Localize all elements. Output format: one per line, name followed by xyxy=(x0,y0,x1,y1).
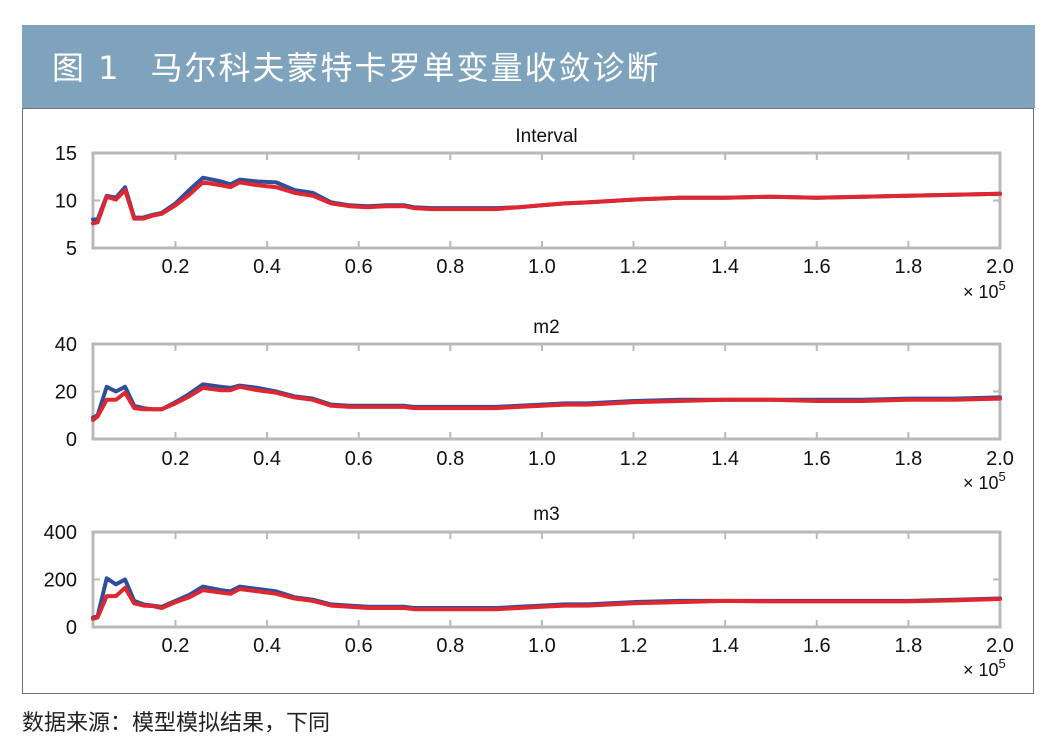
x-multiplier-label: × 105 xyxy=(963,469,1006,493)
y-tick-label: 200 xyxy=(44,570,77,592)
y-tick-label: 0 xyxy=(66,617,77,639)
y-tick-label: 400 xyxy=(44,522,77,544)
figure-banner: 图 1 马尔科夫蒙特卡罗单变量收敛诊断 xyxy=(22,25,1035,108)
y-tick-label: 5 xyxy=(66,238,77,260)
chart-frame xyxy=(22,108,1034,694)
x-tick-label: 1.8 xyxy=(894,448,922,470)
x-tick-label: 2.0 xyxy=(986,635,1014,657)
x-multiplier-label: × 105 xyxy=(963,656,1006,680)
y-tick-label: 15 xyxy=(55,143,77,165)
x-multiplier-exponent: 5 xyxy=(999,278,1006,293)
x-tick-label: 1.0 xyxy=(528,448,556,470)
x-tick-label: 0.4 xyxy=(253,635,281,657)
x-tick-label: 0.2 xyxy=(162,256,190,278)
x-tick-label: 0.4 xyxy=(253,448,281,470)
x-tick-label: 1.6 xyxy=(803,635,831,657)
x-tick-label: 1.8 xyxy=(894,256,922,278)
x-tick-label: 1.4 xyxy=(711,448,739,470)
chart-panel-m2: m2 0.2 0.4 0.6 0.8 1.0 1.2 1.4 1.6 1.8 2.0 0 20 40 × 1… xyxy=(55,317,1014,493)
x-tick-label: 0.8 xyxy=(436,635,464,657)
x-tick-label: 1.0 xyxy=(528,256,556,278)
figure-number: 图 1 xyxy=(52,49,121,87)
x-tick-label: 2.0 xyxy=(986,256,1014,278)
chart-title: Interval xyxy=(515,126,577,147)
series-line-red xyxy=(91,384,1002,422)
series-line-blue xyxy=(91,576,1002,620)
x-tick-label: 1.2 xyxy=(620,448,648,470)
figure-heading: 图 1 马尔科夫蒙特卡罗单变量收敛诊断 xyxy=(52,43,661,89)
plot-area-border xyxy=(91,151,1002,250)
x-tick-label: 0.2 xyxy=(162,635,190,657)
x-tick-label: 1.6 xyxy=(803,448,831,470)
figure-title: 马尔科夫蒙特卡罗单变量收敛诊断 xyxy=(150,49,661,87)
x-tick-label: 2.0 xyxy=(986,448,1014,470)
x-multiplier-base: × 10 xyxy=(963,282,999,302)
chart-title: m3 xyxy=(533,504,559,525)
source-note: 数据来源：模型模拟结果，下同 xyxy=(22,711,331,736)
chart-title: m2 xyxy=(533,317,559,338)
x-multiplier-label: × 105 xyxy=(963,278,1006,302)
x-multiplier-exponent: 5 xyxy=(999,469,1006,484)
x-tick-label: 1.8 xyxy=(894,635,922,657)
x-tick-label: 1.4 xyxy=(711,635,739,657)
y-tick-label: 0 xyxy=(66,429,77,451)
x-tick-label: 0.6 xyxy=(345,448,373,470)
x-tick-label: 0.6 xyxy=(345,256,373,278)
x-tick-label: 1.6 xyxy=(803,256,831,278)
plot-area-border xyxy=(91,530,1002,629)
x-tick-label: 1.4 xyxy=(711,256,739,278)
x-multiplier-base: × 10 xyxy=(963,660,999,680)
y-tick-label: 10 xyxy=(55,191,77,213)
series-line-red xyxy=(91,180,1002,226)
x-multiplier-exponent: 5 xyxy=(999,656,1006,671)
x-multiplier-base: × 10 xyxy=(963,473,999,493)
x-tick-label: 0.8 xyxy=(436,448,464,470)
y-tick-label: 20 xyxy=(55,382,77,404)
y-tick-label: 40 xyxy=(55,334,77,356)
x-tick-label: 1.2 xyxy=(620,635,648,657)
x-tick-label: 0.6 xyxy=(345,635,373,657)
x-tick-label: 1.2 xyxy=(620,256,648,278)
series-line-red xyxy=(91,585,1002,621)
x-tick-label: 1.0 xyxy=(528,635,556,657)
x-tick-label: 0.8 xyxy=(436,256,464,278)
x-tick-label: 0.4 xyxy=(253,256,281,278)
chart-panel-m3: m3 0.2 0.4 0.6 0.8 1.0 1.2 1.4 1.6 1.8 2.0 0 200 400 ×… xyxy=(44,504,1014,680)
x-tick-label: 0.2 xyxy=(162,448,190,470)
